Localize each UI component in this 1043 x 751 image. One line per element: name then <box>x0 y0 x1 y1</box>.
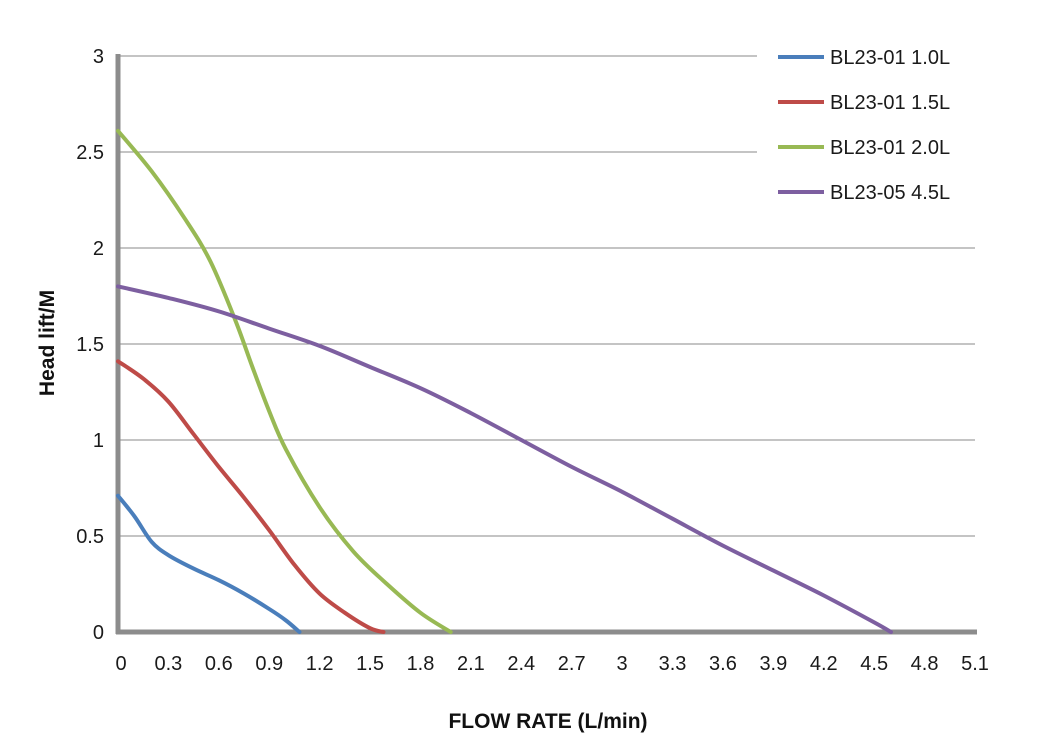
x-tick-label: 3 <box>617 653 628 675</box>
x-tick-label: 1.8 <box>407 653 435 675</box>
x-tick-label: 1.2 <box>306 653 334 675</box>
legend-label: BL23-01 1.0L <box>830 47 950 69</box>
x-tick-label: 0.3 <box>155 653 183 675</box>
x-tick-label: 2.4 <box>507 653 535 675</box>
legend: BL23-01 1.0L BL23-01 1.5L BL23-01 2.0L BL23… <box>757 38 997 218</box>
x-tick-label: 3.3 <box>659 653 687 675</box>
x-tick-label: 2.7 <box>558 653 586 675</box>
y-tick-label: 2 <box>93 238 104 260</box>
x-tick-label: 0.9 <box>255 653 283 675</box>
x-tick-label: 0.6 <box>205 653 233 675</box>
y-tick-label: 1.5 <box>76 334 104 356</box>
x-tick-label: 4.5 <box>860 653 888 675</box>
series-lines <box>116 128 893 634</box>
x-axis-title: FLOW RATE (L/min) <box>448 710 647 733</box>
axes <box>115 54 977 635</box>
tick-labels: 0 0.5 1 1.5 2 2.5 3 0 0.3 0.6 0.9 1.2 1.5 1.8 2.1 2.4 2.… <box>76 46 989 675</box>
gridlines <box>118 55 975 537</box>
series-line-2 <box>116 359 386 634</box>
series-line-1 <box>116 493 302 634</box>
legend-background <box>757 38 997 218</box>
x-tick-label: 1.5 <box>356 653 384 675</box>
x-tick-label: 3.6 <box>709 653 737 675</box>
legend-label: BL23-05 4.5L <box>830 182 950 204</box>
x-tick-label: 2.1 <box>457 653 485 675</box>
legend-label: BL23-01 2.0L <box>830 137 950 159</box>
x-tick-label: 4.2 <box>810 653 838 675</box>
x-tick-label: 5.1 <box>961 653 989 675</box>
y-tick-label: 0 <box>93 622 104 644</box>
y-tick-label: 0.5 <box>76 526 104 548</box>
y-tick-label: 2.5 <box>76 142 104 164</box>
series-line-4 <box>116 284 893 634</box>
x-tick-label: 0 <box>115 653 126 675</box>
y-tick-label: 3 <box>93 46 104 68</box>
x-tick-label: 3.9 <box>759 653 787 675</box>
x-tick-label: 4.8 <box>911 653 939 675</box>
y-axis-title: Head lift/M <box>36 290 59 396</box>
y-tick-label: 1 <box>93 430 104 452</box>
series-line-3 <box>116 128 453 634</box>
legend-label: BL23-01 1.5L <box>830 92 950 114</box>
